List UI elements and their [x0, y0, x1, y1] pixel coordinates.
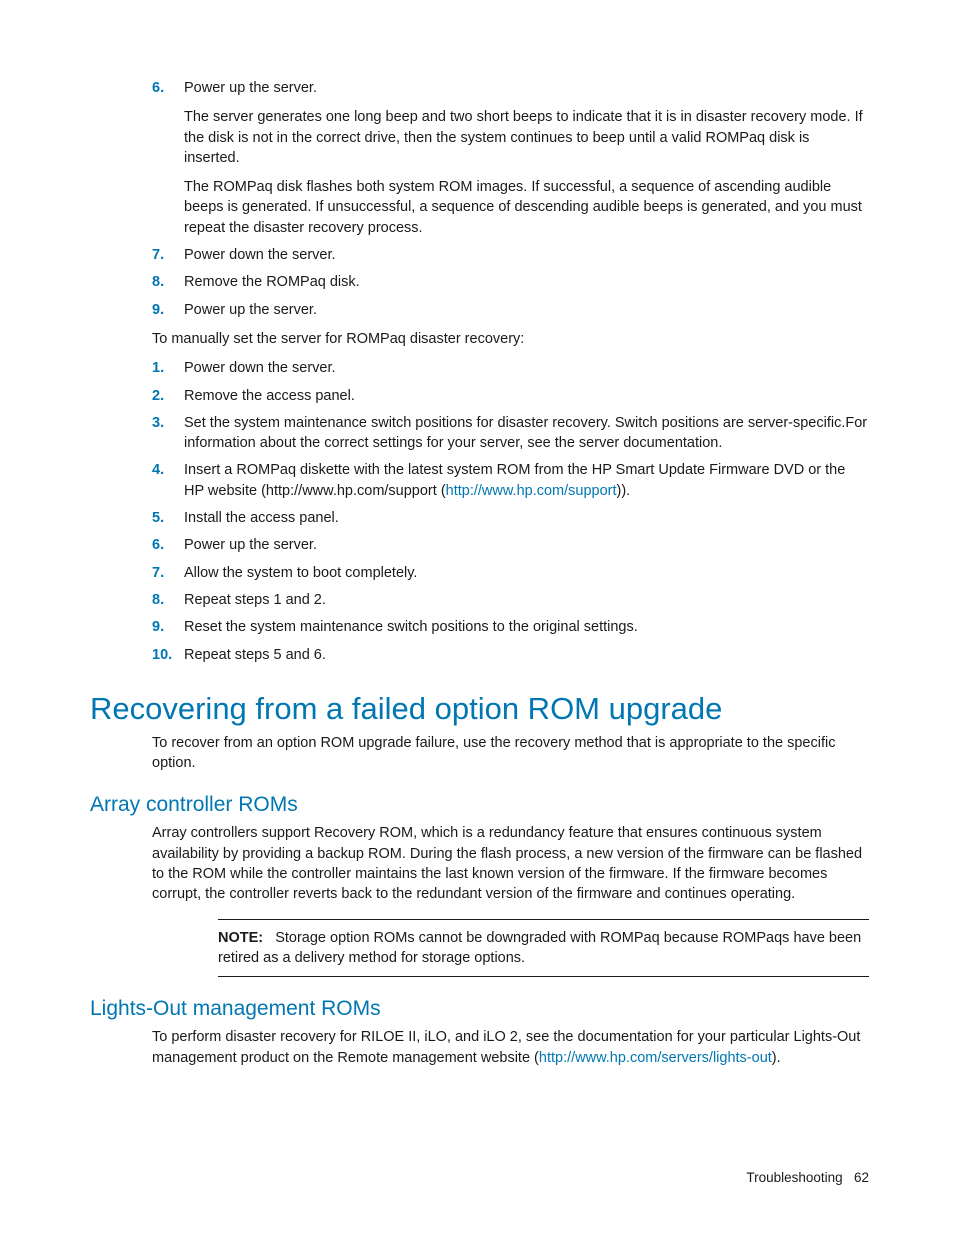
body-text: Power up the server. — [184, 300, 869, 320]
body-text: Install the access panel. — [184, 508, 869, 528]
body-text: Power up the server. — [184, 78, 869, 98]
lights-out-link[interactable]: http://www.hp.com/servers/lights-out — [539, 1050, 772, 1066]
list-number: 7. — [152, 245, 184, 265]
section-intro: Array controllers support Recovery ROM, … — [152, 823, 869, 904]
body-text: Reset the system maintenance switch posi… — [184, 617, 869, 637]
list-item: 7. Allow the system to boot completely. — [152, 563, 869, 583]
list-item: 1. Power down the server. — [152, 358, 869, 378]
body-text: The server generates one long beep and t… — [184, 107, 869, 168]
document-page: 6. Power up the server. The server gener… — [0, 0, 954, 1235]
heading-2-array: Array controller ROMs — [90, 793, 869, 817]
list-number: 8. — [152, 590, 184, 610]
body-text: Set the system maintenance switch positi… — [184, 413, 869, 454]
list-number: 1. — [152, 358, 184, 378]
body-text: Remove the ROMPaq disk. — [184, 272, 869, 292]
note-block: NOTE: Storage option ROMs cannot be down… — [218, 919, 869, 978]
list-item: 8. Remove the ROMPaq disk. — [152, 272, 869, 292]
section-intro: To recover from an option ROM upgrade fa… — [152, 733, 869, 774]
body-text: Remove the access panel. — [184, 386, 869, 406]
list-number: 6. — [152, 535, 184, 555]
ordered-list-2: 1. Power down the server. 2. Remove the … — [152, 358, 869, 665]
footer-section: Troubleshooting — [746, 1170, 842, 1185]
body-text: The ROMPaq disk flashes both system ROM … — [184, 177, 869, 238]
heading-1: Recovering from a failed option ROM upgr… — [90, 691, 869, 727]
section-intro: To perform disaster recovery for RILOE I… — [152, 1027, 869, 1068]
body-text: Allow the system to boot completely. — [184, 563, 869, 583]
body-text: Repeat steps 5 and 6. — [184, 645, 869, 665]
note-label: NOTE: — [218, 930, 263, 946]
list-number: 8. — [152, 272, 184, 292]
list-number: 10. — [152, 645, 184, 665]
body-text: Repeat steps 1 and 2. — [184, 590, 869, 610]
footer-page-number: 62 — [854, 1170, 869, 1185]
list-item: 6. Power up the server. — [152, 535, 869, 555]
ordered-list-1: 6. Power up the server. The server gener… — [152, 78, 869, 320]
list-number: 4. — [152, 460, 184, 501]
note-text: Storage option ROMs cannot be downgraded… — [218, 930, 861, 966]
list-number: 2. — [152, 386, 184, 406]
list-item: 3. Set the system maintenance switch pos… — [152, 413, 869, 454]
list-item: 5. Install the access panel. — [152, 508, 869, 528]
list-number: 7. — [152, 563, 184, 583]
list-number: 9. — [152, 300, 184, 320]
body-text: Power down the server. — [184, 245, 869, 265]
list-item: 2. Remove the access panel. — [152, 386, 869, 406]
body-text: Power down the server. — [184, 358, 869, 378]
list-number: 6. — [152, 78, 184, 238]
body-text: Insert a ROMPaq diskette with the latest… — [184, 460, 869, 501]
list-number: 3. — [152, 413, 184, 454]
list-item: 4. Insert a ROMPaq diskette with the lat… — [152, 460, 869, 501]
intro-text: To manually set the server for ROMPaq di… — [152, 329, 869, 349]
heading-2-lights-out: Lights-Out management ROMs — [90, 997, 869, 1021]
body-text: Power up the server. — [184, 535, 869, 555]
list-item: 9. Power up the server. — [152, 300, 869, 320]
page-footer: Troubleshooting 62 — [746, 1170, 869, 1185]
list-item: 6. Power up the server. The server gener… — [152, 78, 869, 238]
list-item: 8. Repeat steps 1 and 2. — [152, 590, 869, 610]
list-item: 10. Repeat steps 5 and 6. — [152, 645, 869, 665]
list-item: 9. Reset the system maintenance switch p… — [152, 617, 869, 637]
list-number: 9. — [152, 617, 184, 637]
list-number: 5. — [152, 508, 184, 528]
list-item: 7. Power down the server. — [152, 245, 869, 265]
support-link[interactable]: http://www.hp.com/support — [446, 483, 617, 499]
